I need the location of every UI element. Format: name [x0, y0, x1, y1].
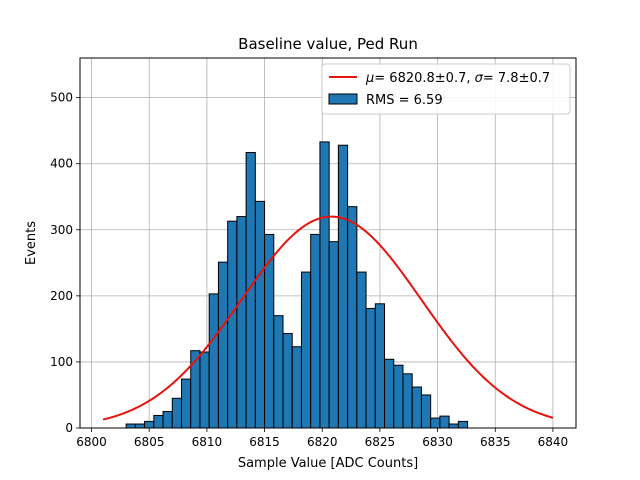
x-tick-label: 6835 — [480, 435, 511, 449]
histogram-bar — [190, 350, 201, 429]
legend-fit-text-2: = 7.8±0.7 — [483, 71, 550, 86]
histogram-bar — [254, 200, 266, 429]
histogram-bar — [273, 315, 284, 429]
x-tick-label: 6810 — [192, 435, 223, 449]
histogram-bar — [199, 351, 210, 429]
histogram-bar — [171, 397, 183, 429]
histogram-bar — [439, 415, 450, 429]
histogram-bar — [430, 417, 441, 429]
histogram-bar — [420, 394, 432, 429]
y-axis-ticks: 0 100 200 300 400 500 — [50, 91, 80, 435]
x-tick-label: 6815 — [249, 435, 280, 449]
x-axis-label: Sample Value [ADC Counts] — [238, 456, 418, 471]
histogram-bar — [144, 420, 155, 429]
histogram-bar — [227, 220, 238, 429]
histogram-bar — [310, 233, 321, 429]
histogram-bar — [356, 271, 367, 429]
histogram-bar — [162, 410, 173, 429]
y-tick-label: 100 — [50, 355, 73, 369]
histogram-bar — [347, 206, 358, 429]
histogram-bar — [181, 378, 192, 429]
histogram-bar — [236, 216, 247, 429]
histogram-bar — [402, 373, 413, 429]
histogram-bar — [134, 423, 146, 429]
histogram-bar — [457, 420, 469, 429]
histogram-bar — [365, 307, 376, 429]
x-tick-label: 6800 — [76, 435, 107, 449]
x-tick-label: 6820 — [307, 435, 338, 449]
legend-fit-label: μ= 6820.8±0.7, σ= 7.8±0.7 — [365, 71, 550, 86]
y-tick-label: 0 — [65, 421, 73, 435]
histogram-bar — [448, 423, 459, 429]
histogram-bar — [125, 423, 136, 429]
histogram-bar — [264, 233, 275, 429]
histogram-bar — [282, 333, 293, 429]
histogram-bar — [411, 386, 422, 429]
legend-histogram-swatch — [328, 93, 358, 105]
x-tick-label: 6840 — [538, 435, 569, 449]
histogram-bar — [374, 303, 386, 429]
y-tick-label: 500 — [50, 91, 73, 105]
y-tick-label: 200 — [50, 289, 73, 303]
histogram-bar — [319, 141, 330, 429]
legend-box — [321, 63, 571, 115]
histogram-bar — [328, 241, 339, 429]
x-tick-label: 6830 — [422, 435, 453, 449]
legend-sigma-symbol: σ — [475, 71, 484, 86]
gaussian-fit-curve — [102, 215, 554, 421]
histogram-bar — [217, 261, 229, 429]
histogram-bar — [393, 364, 404, 429]
legend-mu-symbol: μ — [365, 71, 374, 86]
chart-title: Baseline value, Ped Run — [238, 35, 418, 53]
y-axis-label: Events — [24, 221, 39, 265]
plot-frame — [79, 57, 577, 429]
histogram-bar — [337, 144, 349, 429]
y-tick-label: 400 — [50, 157, 73, 171]
x-tick-label: 6805 — [134, 435, 165, 449]
y-tick-label: 300 — [50, 223, 73, 237]
legend: μ= 6820.8±0.7, σ= 7.8±0.7 RMS = 6.59 — [321, 63, 571, 115]
histogram-bar — [153, 414, 164, 429]
histogram-bars — [125, 141, 469, 429]
histogram-bar — [208, 293, 219, 429]
histogram-bar — [384, 358, 395, 429]
x-tick-label: 6825 — [365, 435, 396, 449]
x-axis-ticks: 6800 6805 6810 6815 6820 6825 6830 6835 6840 — [76, 428, 568, 449]
legend-histogram-label: RMS = 6.59 — [366, 93, 443, 108]
legend-fit-text-1: = 6820.8±0.7, — [374, 71, 474, 86]
histogram-bar — [300, 271, 312, 429]
histogram-bar — [291, 346, 302, 429]
